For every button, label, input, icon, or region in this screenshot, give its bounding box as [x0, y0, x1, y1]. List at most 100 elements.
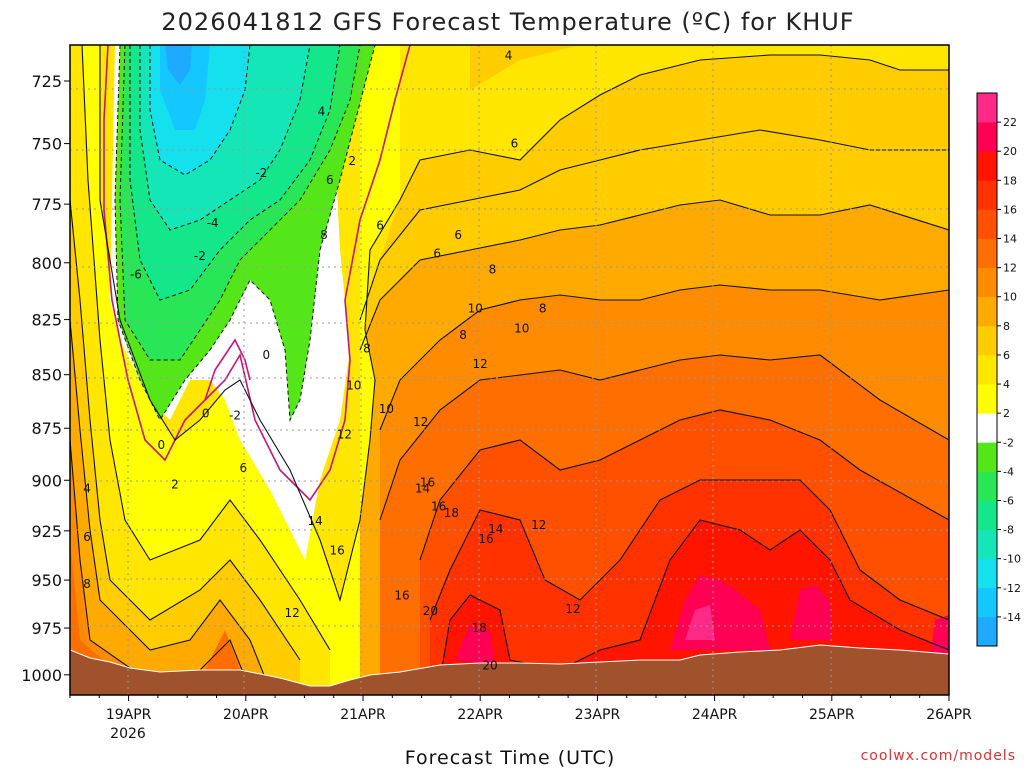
x-tick-label-23apr: 23APR: [575, 707, 621, 723]
band-4-6: [360, 45, 949, 320]
colorbar-swatch-2: [977, 558, 997, 589]
y-tick-label-800: 800: [31, 254, 62, 273]
contour-label-10: -2: [255, 166, 267, 180]
contour-label-17: 10: [346, 379, 361, 393]
colorbar-swatch-4: [977, 500, 997, 530]
contour-label-8: -2: [194, 249, 206, 263]
colorbar-label-17: 22: [1003, 116, 1017, 129]
contour-label-0: 4: [83, 481, 91, 495]
colorbar-label-3: -8: [1003, 524, 1014, 537]
x-tick-label-21apr: 21APR: [340, 707, 386, 723]
x-axis-label: Forecast Time (UTC): [405, 747, 615, 768]
colorbar-label-9: 6: [1003, 349, 1010, 362]
colorbar-label-1: -12: [1003, 582, 1021, 595]
colorbar-label-13: 14: [1003, 233, 1017, 246]
colorbar-swatch-18: [977, 93, 997, 123]
colorbar-swatch-16: [977, 151, 997, 181]
x-tick-label-26apr: 26APR: [926, 707, 972, 723]
contour-label-3: -6: [130, 267, 142, 281]
colorbar-swatch-9: [977, 354, 997, 385]
contour-label-42: 4: [505, 48, 513, 62]
contour-label-47: 12: [565, 602, 580, 616]
y-tick-label-925: 925: [31, 522, 62, 541]
y-tick-label-900: 900: [31, 471, 62, 490]
x-tick-label-24apr: 24APR: [692, 707, 738, 723]
colorbar-label-7: 2: [1003, 407, 1010, 420]
contour-label-30: 16: [420, 475, 435, 489]
contour-label-4: 0: [157, 438, 165, 452]
contour-label-16: 6: [326, 173, 334, 187]
contour-label-39: 14: [488, 522, 503, 536]
contour-label-26: 12: [413, 415, 428, 429]
colorbar-swatch-1: [977, 587, 997, 618]
y-tick-label-950: 950: [31, 571, 62, 590]
contour-labels: 468-6020-4-2-2-2064286101214161286101612…: [83, 48, 580, 672]
x-tick-label-20apr: 20APR: [223, 707, 269, 723]
colorbar-label-5: -4: [1003, 465, 1014, 478]
colorbar-label-11: 10: [1003, 291, 1017, 304]
band-22-24: [685, 605, 715, 640]
colorbar-label-10: 8: [1003, 320, 1010, 333]
contour-label-2: 8: [83, 577, 91, 591]
colorbar: -14 -12 -10 -8 -6 -4 -2 2 4 6 8 10 12 14 16 18 20 22: [976, 92, 1021, 647]
ground-fill: [70, 644, 949, 695]
band-8-10-left: [70, 320, 270, 695]
colorbar-label-14: 16: [1003, 203, 1017, 216]
contour-label-29: 18: [444, 506, 459, 520]
contour-label-23: 6: [376, 218, 384, 232]
colorbar-label-8: 4: [1003, 378, 1010, 391]
contour-label-32: 16: [431, 500, 446, 514]
contour-label-31: 6: [433, 247, 441, 261]
colorbar-swatch-6: [977, 442, 997, 472]
colorbar-label-0: -14: [1003, 611, 1021, 624]
contour-label-18: 12: [337, 428, 352, 442]
band-minus16-minus14: [165, 45, 192, 85]
colorbar-label-12: 12: [1003, 262, 1017, 275]
contour-label-24: 10: [379, 402, 394, 416]
contour-label-21: 12: [285, 606, 300, 620]
colorbar-swatch-3: [977, 529, 997, 560]
colorbar-swatch-10: [977, 325, 997, 356]
contour-label-22: 8: [363, 341, 371, 355]
contour-label-12: 6: [240, 461, 248, 475]
y-tick-label-725: 725: [31, 72, 62, 91]
contour-label-14: 2: [348, 154, 356, 168]
grid-vertical: [127, 45, 832, 695]
contour-label-36: 8: [489, 263, 497, 277]
y-tick-label-825: 825: [31, 311, 62, 330]
contour-label-11: 0: [262, 348, 270, 362]
x-axis: 19APR 20APR 21APR 22APR 23APR 24APR 25APR 26APR: [69, 695, 972, 723]
contour-label-38: 16: [478, 532, 493, 546]
contour-label-25: 16: [394, 589, 409, 603]
band-2-4-left: [70, 45, 400, 695]
contour-label-33: 6: [454, 228, 462, 242]
contour-label-37: 8: [459, 328, 467, 342]
colorbar-label-16: 20: [1003, 145, 1017, 158]
plot-area: 468-6020-4-2-2-2064286101214161286101612…: [70, 45, 949, 695]
contour-label-35: 12: [473, 357, 488, 371]
contour-label-1: 6: [83, 530, 91, 544]
colorbar-label-2: -10: [1003, 553, 1021, 566]
y-tick-label-1000: 1000: [21, 666, 62, 685]
contour-label-9: -2: [229, 409, 241, 423]
colorbar-swatch-15: [977, 180, 997, 210]
contour-label-46: 12: [531, 518, 546, 532]
grid-lines: [70, 45, 949, 695]
colorbar-swatch-13: [977, 238, 997, 269]
x-axis-year-label: 2026: [110, 726, 146, 742]
contour-label-6: 0: [202, 406, 210, 420]
colorbar-swatch-8: [977, 384, 997, 414]
colorbar-swatch-7: [977, 413, 997, 443]
contour-label-41: 18: [472, 621, 487, 635]
colorbar-swatch-11: [977, 296, 997, 327]
contour-zero-line-inner: [204, 338, 251, 401]
contour-label-20: 16: [329, 544, 344, 558]
colorbar-swatch-0: [977, 616, 997, 647]
y-tick-label-850: 850: [31, 366, 62, 385]
colorbar-label-4: -6: [1003, 494, 1014, 507]
source-credit: coolwx.com/models: [861, 748, 1016, 764]
contour-zero-line: [103, 45, 411, 502]
contour-label-43: 6: [511, 137, 519, 151]
colorbar-swatch-12: [977, 267, 997, 298]
